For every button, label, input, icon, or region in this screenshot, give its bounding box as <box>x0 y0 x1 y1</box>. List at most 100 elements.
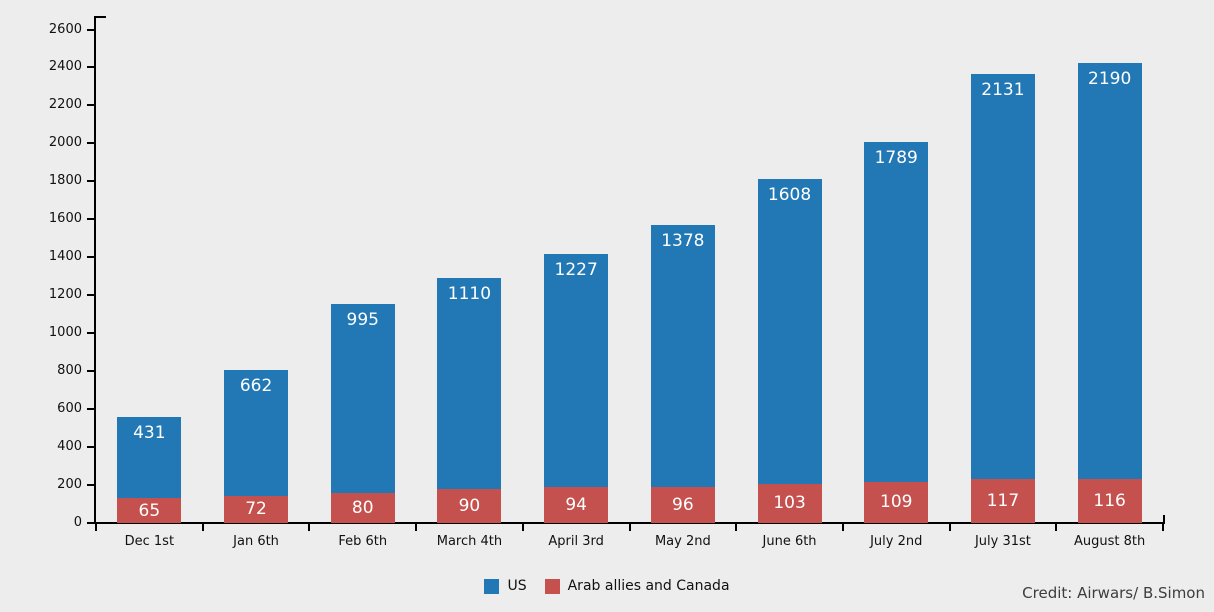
bar-us-segment <box>437 278 502 489</box>
bar-us-value-label: 1110 <box>447 284 492 305</box>
bar-allies-value-label: 94 <box>565 495 587 516</box>
bar-us-segment <box>117 416 182 499</box>
bar-us-value-label: 431 <box>133 422 166 443</box>
credit-text: Credit: Airwars/ B.Simon <box>1022 584 1205 602</box>
bar-allies-value-label: 103 <box>773 493 806 514</box>
bar-us-segment <box>864 142 929 482</box>
bar-us-value-label: 1227 <box>554 260 598 281</box>
y-tick-label: 1400 <box>48 249 82 265</box>
x-tick <box>308 523 311 531</box>
x-tick <box>521 523 524 531</box>
x-tick <box>841 523 844 531</box>
y-tick <box>87 332 95 335</box>
bar-us-segment <box>544 254 609 488</box>
y-tick-label: 200 <box>57 477 82 493</box>
bar-us-value-label: 662 <box>239 376 273 396</box>
legend-item: Arab allies and Canada <box>544 578 730 594</box>
y-axis-top-cap <box>94 16 106 18</box>
y-tick <box>87 180 95 183</box>
legend: US Arab allies and Canada <box>0 578 1214 594</box>
x-category-label: July 2nd <box>870 534 923 549</box>
y-tick <box>87 28 95 31</box>
y-tick-label: 1000 <box>48 325 82 341</box>
y-tick-label: 2600 <box>48 21 82 37</box>
x-tick <box>415 523 418 531</box>
bar-allies-segment <box>330 492 395 523</box>
bar-us-segment <box>330 303 395 493</box>
y-tick-label: 1200 <box>48 287 82 303</box>
bar-us-value-label: 1789 <box>874 148 918 169</box>
bar-allies-value-label: 116 <box>1093 490 1126 511</box>
y-tick <box>87 408 95 411</box>
bar-us-segment <box>224 370 289 496</box>
bar-us-value-label: 2190 <box>1088 69 1132 90</box>
x-axis-right-cap <box>1163 515 1165 524</box>
bar-allies-segment <box>1077 478 1142 523</box>
bar-allies-segment <box>970 478 1035 523</box>
y-tick <box>87 256 95 259</box>
y-tick <box>87 104 95 107</box>
x-tick <box>1162 523 1164 531</box>
y-tick-label: 1600 <box>48 211 82 227</box>
bar-us-value-label: 2131 <box>981 80 1025 101</box>
bar-allies-value-label: 109 <box>880 492 913 513</box>
bar-allies-value-label: 117 <box>986 490 1020 511</box>
legend-swatch <box>484 578 500 594</box>
x-category-label: March 4th <box>436 534 503 549</box>
bar-us-segment <box>650 225 715 487</box>
x-category-label: April 3rd <box>548 534 604 549</box>
x-category-label: July 31st <box>974 534 1031 549</box>
bar-us-value-label: 1378 <box>661 231 705 251</box>
x-category-label: Jan 6th <box>233 534 279 549</box>
y-tick-label: 800 <box>57 363 82 379</box>
y-tick <box>87 218 95 221</box>
y-tick <box>87 66 95 69</box>
bar-allies-value-label: 80 <box>351 497 374 518</box>
y-tick-label: 1800 <box>48 173 82 189</box>
y-tick-label: 400 <box>57 439 82 455</box>
x-category-label: August 8th <box>1074 534 1146 549</box>
bar-us-segment <box>970 74 1035 479</box>
bar-allies-segment <box>757 483 822 523</box>
y-axis-line <box>94 16 96 524</box>
x-tick <box>628 523 631 531</box>
legend-swatch <box>544 578 560 594</box>
bar-us-value-label: 995 <box>346 309 379 330</box>
bar-allies-segment <box>224 495 289 523</box>
x-tick <box>948 523 951 531</box>
x-category-label: May 2nd <box>654 534 711 549</box>
bar-allies-segment <box>437 488 502 523</box>
y-tick-label: 2000 <box>48 135 82 151</box>
x-tick <box>95 523 97 531</box>
bar-allies-segment <box>544 487 609 523</box>
bar-allies-segment <box>117 498 182 523</box>
bar-allies-value-label: 90 <box>458 495 481 516</box>
bar-allies-segment <box>650 486 715 523</box>
bar-allies-segment <box>864 481 929 523</box>
bar-us-segment <box>1077 63 1142 479</box>
y-tick-label: 2400 <box>48 59 82 75</box>
legend-label: Arab allies and Canada <box>567 578 730 594</box>
legend-item: US <box>484 578 527 594</box>
bar-us-value-label: 1608 <box>767 184 812 205</box>
bar-allies-value-label: 96 <box>672 494 694 515</box>
x-tick <box>735 523 738 531</box>
y-tick <box>87 294 95 297</box>
x-tick <box>201 523 204 531</box>
y-tick-label: 2200 <box>48 97 82 113</box>
y-tick <box>87 142 95 145</box>
y-tick-label: 0 <box>73 515 82 530</box>
y-tick <box>87 446 95 449</box>
bar-allies-value-label: 65 <box>138 500 161 521</box>
y-tick-label: 600 <box>57 401 82 417</box>
x-category-label: Feb 6th <box>338 534 388 549</box>
x-category-label: Dec 1st <box>124 534 175 549</box>
y-tick <box>87 370 95 373</box>
y-tick <box>87 522 95 524</box>
legend-label: US <box>507 578 527 594</box>
bar-us-segment <box>757 178 822 484</box>
y-tick <box>87 484 95 487</box>
x-category-label: June 6th <box>762 534 817 549</box>
